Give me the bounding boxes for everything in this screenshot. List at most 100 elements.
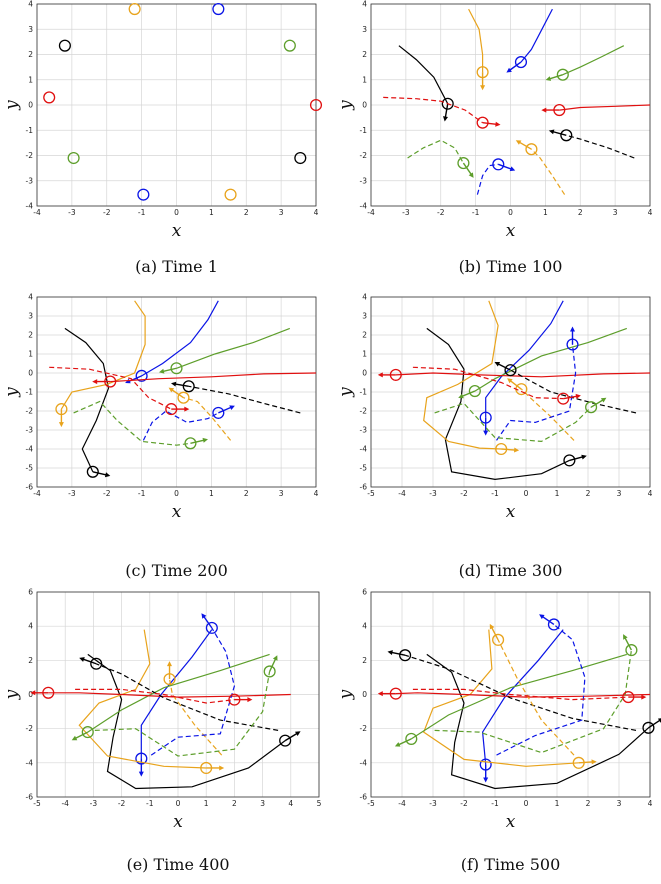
arrow-head xyxy=(201,613,207,619)
arrow-head xyxy=(167,661,172,667)
agent-marker xyxy=(572,756,585,769)
plot-frame xyxy=(36,591,320,798)
trajectory-line xyxy=(398,45,449,104)
agent-marker xyxy=(457,157,470,170)
y-axis-label: y xyxy=(336,100,356,111)
agent-marker xyxy=(42,686,55,699)
agent-marker xyxy=(177,391,190,404)
x-tick-label: -4 xyxy=(33,489,41,498)
agent-red-solid xyxy=(541,104,651,117)
agent-black-solid xyxy=(426,653,661,790)
agent-marker xyxy=(547,618,560,631)
agent-blue-dashed xyxy=(476,158,516,195)
x-tick-label: -1 xyxy=(146,799,154,808)
trajectory-line xyxy=(75,688,235,704)
heading-arrow xyxy=(81,658,97,665)
arrow-head xyxy=(483,430,489,436)
panel-caption: (a) Time 1 xyxy=(135,257,218,276)
trajectory-line xyxy=(64,327,110,473)
trajectory-line xyxy=(468,8,484,73)
agent-marker xyxy=(560,129,573,142)
arrow-head xyxy=(539,614,545,620)
x-tick-label: -4 xyxy=(33,208,41,217)
heading-arrow xyxy=(444,103,449,119)
agent-marker xyxy=(389,368,402,381)
trajectory-line xyxy=(110,372,317,383)
x-tick-label: -2 xyxy=(437,208,445,217)
x-tick-label: 3 xyxy=(279,489,284,498)
panel-caption: (b) Time 100 xyxy=(459,257,563,276)
x-tick-label: 4 xyxy=(648,799,653,808)
agent-marker xyxy=(556,68,569,81)
x-tick-label: 0 xyxy=(508,208,513,217)
agent-marker xyxy=(67,151,80,165)
arrow-head xyxy=(541,107,547,113)
y-tick-label: 4 xyxy=(362,293,367,302)
agent-orange-dashed xyxy=(489,623,575,756)
trajectory-line xyxy=(142,410,219,441)
y-tick-label: 6 xyxy=(28,588,33,597)
heading-arrow xyxy=(498,163,513,171)
agent-black-solid xyxy=(64,327,111,478)
trajectory-line xyxy=(140,629,213,759)
x-tick-label: -2 xyxy=(460,489,468,498)
y-tick-label: -1 xyxy=(26,126,34,135)
agent-marker xyxy=(205,621,218,634)
x-tick-label: -5 xyxy=(33,799,41,808)
y-tick-label: 3 xyxy=(28,312,33,321)
heading-arrow xyxy=(397,738,412,746)
y-tick-label: -1 xyxy=(360,126,368,135)
x-tick-label: 2 xyxy=(244,489,249,498)
panel-caption: (f) Time 500 xyxy=(461,855,561,874)
y-tick-label: 4 xyxy=(28,622,33,631)
y-tick-label: -2 xyxy=(26,151,34,160)
heading-arrow xyxy=(590,398,605,408)
agent-red-dashed xyxy=(75,688,253,706)
agent-blue-solid xyxy=(506,8,553,73)
y-tick-label: -2 xyxy=(360,407,368,416)
agent-marker xyxy=(135,369,148,382)
arrow-head xyxy=(219,765,225,771)
panel-caption: (d) Time 300 xyxy=(459,561,563,580)
trajectory-line xyxy=(183,397,232,441)
trajectory-line xyxy=(485,300,564,418)
agent-red-dashed xyxy=(43,91,56,104)
y-tick-label: 2 xyxy=(362,656,367,665)
arrow-head xyxy=(30,690,36,696)
agent-black-solid xyxy=(398,45,454,122)
x-tick-label: 4 xyxy=(314,489,319,498)
arrow-head xyxy=(600,397,607,403)
y-tick-label: 4 xyxy=(28,293,33,302)
grid xyxy=(36,296,317,488)
agent-orange-solid xyxy=(55,300,146,428)
y-tick-label: 2 xyxy=(28,50,33,59)
arrow-head xyxy=(515,140,522,145)
trajectory-line xyxy=(426,327,570,481)
x-axis-label: x xyxy=(172,502,182,522)
trajectory-line xyxy=(562,45,625,76)
agent-green-dashed xyxy=(407,139,474,178)
y-tick-label: -4 xyxy=(360,445,368,454)
agent-marker xyxy=(81,726,94,739)
trajectory-line xyxy=(476,163,499,195)
agent-marker xyxy=(163,673,176,686)
arrow-head xyxy=(229,405,235,410)
y-tick-label: 3 xyxy=(362,25,367,34)
y-tick-label: 1 xyxy=(28,75,33,84)
arrow-head xyxy=(295,731,301,736)
y-tick-label: -6 xyxy=(26,793,34,802)
y-tick-label: -2 xyxy=(26,724,34,733)
trajectory-line xyxy=(395,372,651,378)
trajectory-line xyxy=(404,654,637,731)
y-tick-label: -4 xyxy=(360,758,368,767)
agent-marker xyxy=(86,465,99,478)
arrow-head xyxy=(272,655,278,661)
agent-orange-dashed xyxy=(224,188,237,201)
agent-orange-solid xyxy=(423,300,520,456)
y-tick-label: -1 xyxy=(26,388,34,397)
heading-arrow xyxy=(482,121,498,126)
agent-marker xyxy=(492,633,505,646)
agent-marker xyxy=(212,3,225,16)
y-tick-label: 1 xyxy=(362,350,367,359)
